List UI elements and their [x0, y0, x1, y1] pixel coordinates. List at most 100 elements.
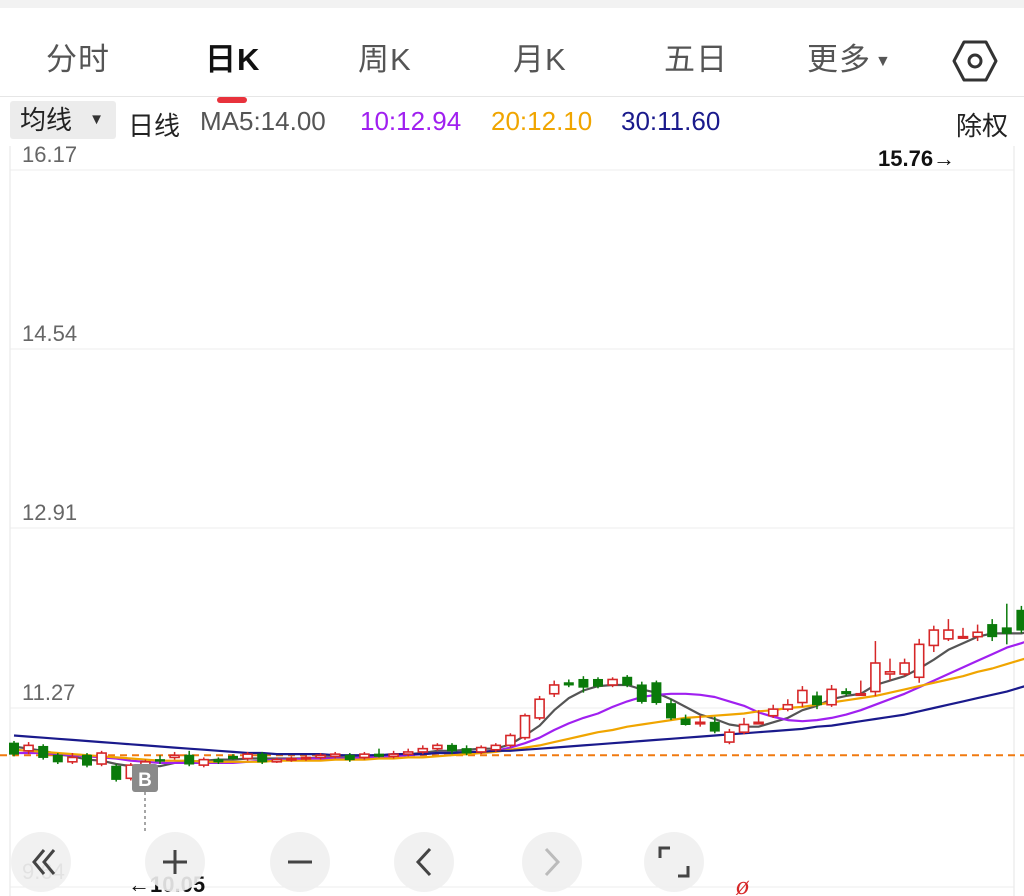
- candle: [374, 748, 384, 758]
- candle-body: [738, 723, 750, 733]
- candle-body: [23, 744, 34, 752]
- candle-body: [388, 753, 399, 758]
- candle: [359, 751, 370, 760]
- candle: [680, 714, 691, 726]
- candle: [622, 675, 633, 688]
- tabs-divider: [0, 96, 1024, 97]
- candle-body: [797, 689, 808, 704]
- candle: [461, 745, 472, 756]
- candle-body: [753, 721, 764, 725]
- candle: [694, 715, 706, 727]
- candle-body: [1001, 627, 1012, 634]
- candle-body: [475, 746, 487, 753]
- candle: [928, 625, 940, 653]
- candle-body: [841, 691, 852, 695]
- candle-body: [972, 631, 983, 638]
- candle-body: [228, 755, 238, 760]
- candle-body: [213, 759, 224, 763]
- candle-body: [67, 756, 78, 763]
- ma20-value: 20:12.10: [491, 106, 593, 136]
- candle-body: [198, 758, 210, 766]
- ma30-line: [13, 685, 1024, 757]
- y-tick-label: 14.54: [22, 321, 77, 346]
- ma-bar: 均线 ▼ 日线 MA5:14.00 10:12.94 20:12.10 30:1…: [0, 97, 1024, 145]
- candle: [651, 680, 662, 705]
- ma5-line: [13, 631, 1024, 768]
- chevron-left-icon[interactable]: [394, 832, 454, 892]
- candle-body: [169, 754, 180, 759]
- candle-body: [680, 718, 691, 725]
- tab-five-day[interactable]: 五日: [664, 42, 728, 77]
- candle: [23, 742, 34, 755]
- candle: [855, 680, 867, 697]
- caret-down-icon: ▼: [875, 52, 892, 70]
- candle: [111, 764, 122, 782]
- tab-daily-k[interactable]: 日K: [205, 42, 261, 77]
- candle: [490, 743, 502, 752]
- candle: [797, 686, 808, 707]
- candle-body: [593, 678, 603, 687]
- ma-indicator-dropdown[interactable]: 均线 ▼: [10, 101, 116, 139]
- candle-body: [578, 678, 589, 688]
- candle-body: [928, 629, 940, 647]
- candle: [82, 753, 92, 768]
- candle: [300, 755, 312, 761]
- expand-icon[interactable]: [644, 832, 704, 892]
- hexagon-settings-icon[interactable]: [952, 38, 998, 84]
- ex-rights-toggle[interactable]: 除权: [956, 111, 1009, 141]
- candle-body: [607, 678, 618, 686]
- candle: [826, 684, 837, 707]
- ma5-value: MA5:14.00: [200, 106, 326, 136]
- candle: [228, 754, 238, 760]
- candle-body: [242, 753, 253, 760]
- tab-weekly-k[interactable]: 周K: [358, 42, 412, 77]
- candle: [257, 751, 268, 765]
- candle: [578, 676, 589, 693]
- plus-icon[interactable]: [145, 832, 205, 892]
- candle-body: [300, 756, 312, 760]
- candle-body: [957, 635, 969, 639]
- tab-intraday[interactable]: 分时: [46, 42, 110, 77]
- candle: [943, 619, 954, 642]
- chevron-right-icon[interactable]: [522, 832, 582, 892]
- candle: [607, 677, 618, 688]
- tab-monthly-k[interactable]: 月K: [513, 42, 567, 77]
- buy-badge-bg: [132, 764, 158, 792]
- candle: [1016, 605, 1024, 634]
- candle: [52, 753, 63, 765]
- candle: [548, 680, 560, 698]
- ma10-line: [14, 641, 1024, 765]
- candle-body: [315, 754, 326, 759]
- double-chevron-left-icon[interactable]: [11, 832, 71, 892]
- candle: [242, 751, 253, 761]
- top-band: [0, 0, 1024, 8]
- candle: [213, 757, 224, 765]
- buy-badge-label: B: [138, 770, 152, 791]
- candle-body: [359, 753, 370, 759]
- period-tabs: 分时 日K 周K 月K 五日 更多 ▼: [0, 8, 1024, 103]
- ma10-value: 10:12.94: [360, 106, 462, 136]
- candle-body: [38, 745, 49, 758]
- candle-body: [329, 753, 341, 758]
- ma30-value: 30:11.60: [621, 106, 721, 136]
- candle: [9, 740, 19, 757]
- candle-body: [870, 662, 881, 693]
- minus-icon[interactable]: [270, 832, 330, 892]
- candle: [271, 757, 283, 763]
- candle-body: [505, 734, 516, 747]
- candle-body: [548, 684, 560, 695]
- candle-body: [286, 757, 297, 761]
- candle-body: [987, 624, 998, 638]
- ma-selector-label: 均线: [20, 105, 73, 135]
- candle: [505, 733, 516, 748]
- candle-body: [9, 742, 19, 755]
- candle: [957, 627, 969, 639]
- candle: [475, 745, 487, 755]
- candle: [534, 695, 545, 721]
- candle: [563, 679, 574, 688]
- candle-body: [184, 754, 195, 765]
- candle-body: [651, 682, 662, 704]
- buy-marker[interactable]: B: [132, 764, 158, 832]
- tab-more[interactable]: 更多 ▼: [807, 34, 892, 79]
